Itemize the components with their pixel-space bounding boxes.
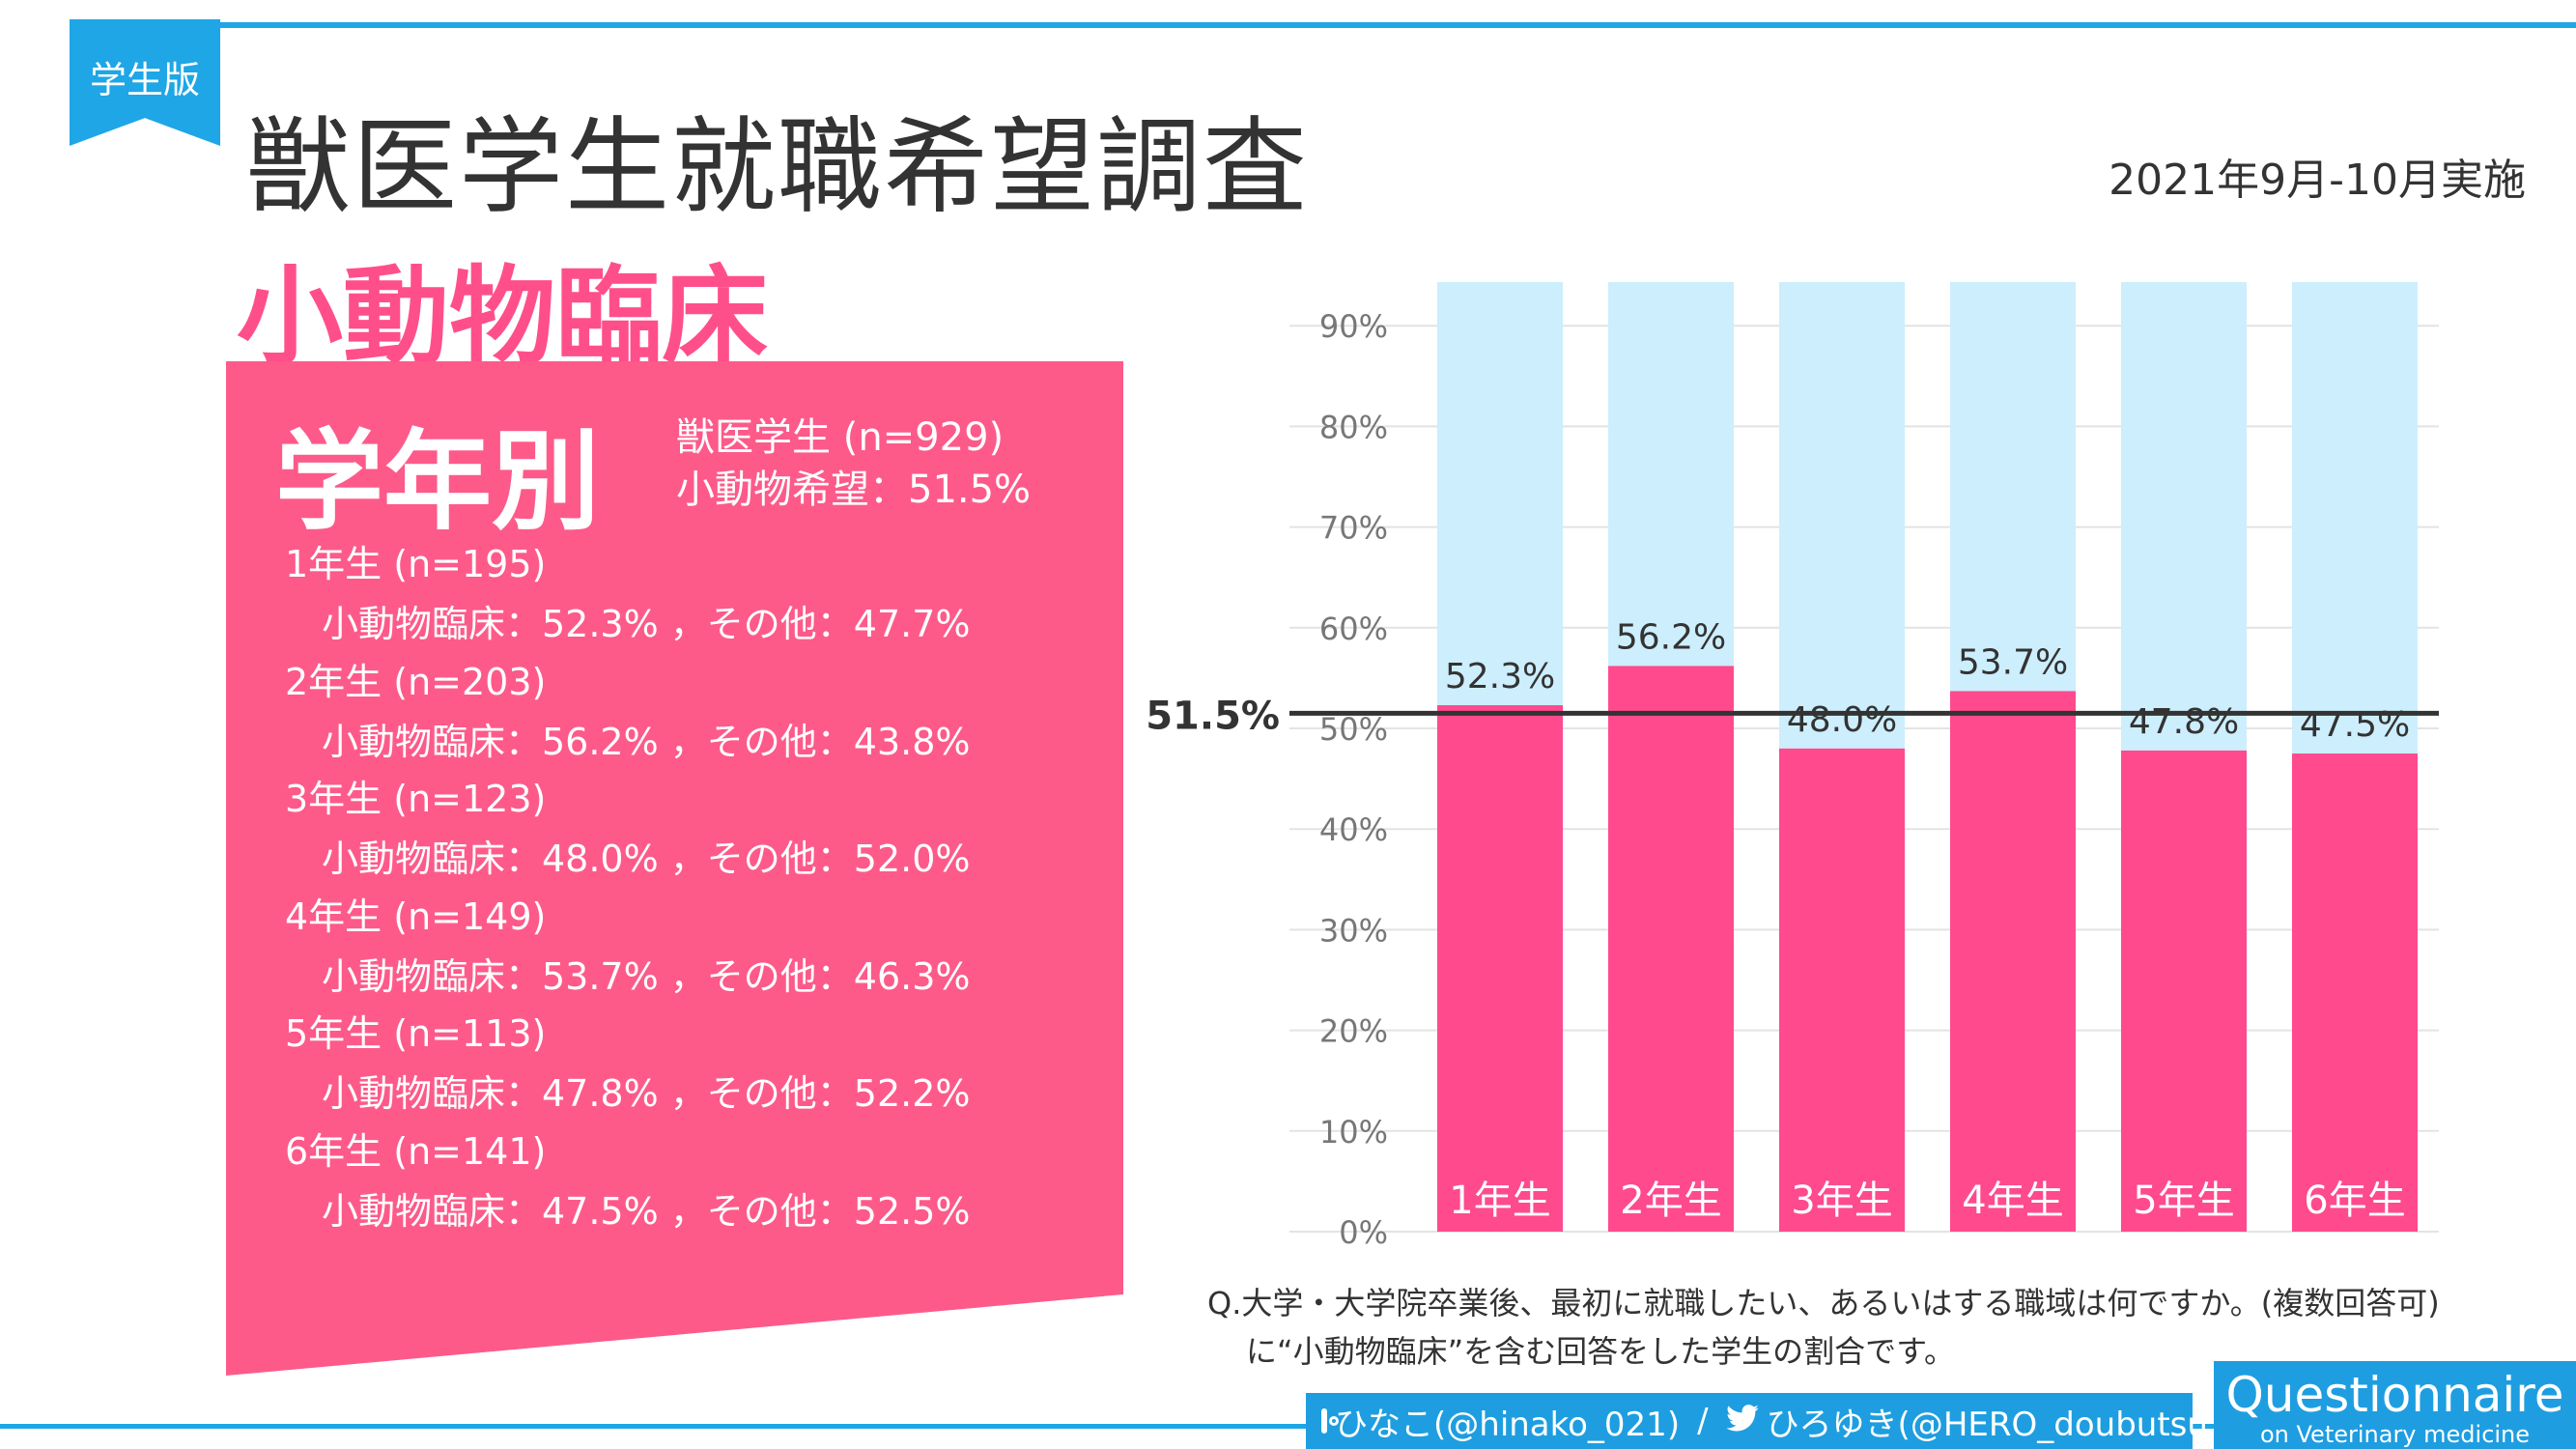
bar-other-segment [1779,282,1905,749]
summary-rate: 小動物希望：51.5% [676,468,1032,512]
panel-summary: 獣医学生 (n=929) 小動物希望：51.5% [676,412,1031,516]
grade-item: 1年生 (n=195) 小動物臨床：52.3% ，その他：47.7% [285,537,971,655]
category-title: 小動物臨床 [237,255,768,379]
page-title: 獣医学生就職希望調査 [246,107,1310,228]
y-tick-label: 20% [1319,1013,1388,1050]
y-tick-label: 0% [1339,1214,1388,1251]
grade-detail: 小動物臨床：47.8% ，その他：52.2% [322,1072,971,1116]
badge-label: 学生版 [89,59,200,101]
bar-other-segment [2121,282,2247,751]
data-label: 56.2% [1616,617,1726,657]
grade-detail: 小動物臨床：56.2% ，その他：43.8% [322,720,971,763]
question-line-1: Q.大学・大学院卒業後、最初に就職したい、あるいはする職域は何ですか。(複数回答… [1207,1285,2440,1321]
bar-small-animal-segment [1779,748,1905,1232]
grade-head: 3年生 (n=123) [285,778,547,821]
top-rule [220,22,2576,28]
brand-subtitle: on Veterinary medicine [2259,1421,2531,1448]
question-line-2: に“小動物臨床”を含む回答をした学生の割合です。 [1246,1333,1955,1370]
grade-detail: 小動物臨床：47.5% ，その他：52.5% [322,1189,971,1233]
panel-heading: 学年別 [275,419,600,545]
grade-head: 6年生 (n=141) [285,1129,547,1173]
grade-head: 1年生 (n=195) [285,543,547,585]
bottom-rule [0,1424,2576,1429]
y-tick-label: 80% [1319,409,1388,445]
grade-detail: 小動物臨床：48.0% ，その他：52.0% [322,838,971,881]
x-category-label: 6年生 [2304,1179,2405,1223]
x-category-label: 5年生 [2133,1179,2234,1223]
x-category-label: 2年生 [1620,1179,1721,1223]
instagram-icon [1321,1408,1339,1434]
grade-item: 3年生 (n=123) 小動物臨床：48.0% ，その他：52.0% [285,772,971,890]
grade-detail: 小動物臨床：52.3% ，その他：47.7% [322,603,971,645]
twitter-handle[interactable]: ひろゆき(@HERO_doubutsu) [1766,1405,2222,1444]
survey-date: 2021年9月-10月実施 [2109,156,2526,205]
summary-total: 獣医学生 (n=929) [676,415,1005,460]
bar-small-animal-segment [1608,666,1734,1232]
y-tick-label: 70% [1319,510,1388,547]
bar-other-segment [1608,282,1734,667]
twitter-icon [1725,1402,1759,1440]
data-label: 47.8% [2129,702,2239,742]
reference-line-label: 51.5% [1146,694,1280,738]
social-credits: ひなこ(@hinako_021) / ひろゆき(@HERO_doubutsu) [1306,1393,2221,1449]
x-category-label: 4年生 [1962,1179,2063,1223]
grade-item: 2年生 (n=203) 小動物臨床：56.2% ，その他：43.8% [285,655,971,773]
brand-box: Questionnaire on Veterinary medicine [2214,1361,2576,1449]
question-note: Q.大学・大学院卒業後、最初に就職したい、あるいはする職域は何ですか。(複数回答… [1207,1279,2440,1376]
bar-small-animal-segment [1437,705,1563,1232]
grade-item: 4年生 (n=149) 小動物臨床：53.7% ，その他：46.3% [285,890,971,1008]
data-label: 52.3% [1445,657,1555,696]
grade-item: 6年生 (n=141) 小動物臨床：47.5% ，その他：52.5% [285,1124,971,1242]
bar-small-animal-segment [1950,691,2076,1232]
brand-title: Questionnaire [2225,1367,2564,1423]
grade-head: 5年生 (n=113) [285,1012,547,1056]
grade-head: 4年生 (n=149) [285,895,547,938]
instagram-handle[interactable]: ひなこ(@hinako_021) [1335,1405,1681,1444]
bar-other-segment [1437,282,1563,706]
summary-panel [226,361,1123,1376]
x-category-label: 3年生 [1791,1179,1892,1223]
y-tick-label: 90% [1319,308,1388,345]
grade-head: 2年生 (n=203) [285,660,547,703]
credit-separator: / [1697,1402,1709,1440]
data-label: 48.0% [1787,700,1897,740]
bar-small-animal-segment [2121,750,2247,1232]
y-tick-label: 40% [1319,811,1388,848]
bar-other-segment [2292,282,2418,754]
bar-other-segment [1950,282,2076,692]
grade-detail: 小動物臨床：53.7% ，その他：46.3% [322,954,971,998]
x-category-label: 1年生 [1449,1179,1550,1223]
grade-list: 1年生 (n=195) 小動物臨床：52.3% ，その他：47.7% 2年生 (… [285,537,971,1242]
y-tick-label: 30% [1319,912,1388,949]
y-tick-label: 10% [1319,1114,1388,1151]
grade-item: 5年生 (n=113) 小動物臨床：47.8% ，その他：52.2% [285,1007,971,1124]
data-label: 53.7% [1958,642,2068,682]
y-tick-label: 50% [1319,711,1388,748]
bar-small-animal-segment [2292,753,2418,1232]
y-tick-label: 60% [1319,611,1388,647]
stacked-bar-chart: 0% 10% 20% 30% 40% 50% 60% 70% 80% 90% 52.3% 1年生 56.… [1146,282,2439,1251]
